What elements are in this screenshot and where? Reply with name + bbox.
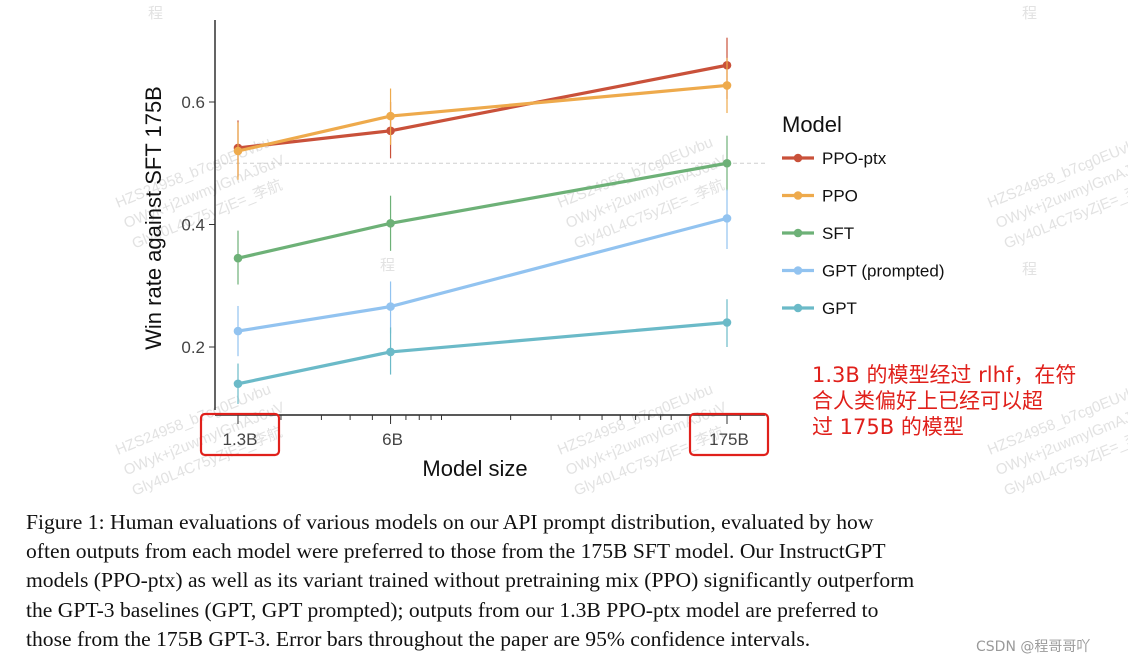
y-tick-label: 0.2 (181, 338, 205, 357)
legend-item: GPT (prompted) (782, 262, 945, 281)
win-rate-chart: HZS24958_b7cg0EUvbuOWyk+j2uwmylGmAJ6uVGl… (113, 5, 1128, 500)
legend-label: SFT (822, 224, 854, 243)
watermark-block: HZS24958_b7cg0EUvbuOWyk+j2uwmylGmAJ6uVGl… (113, 381, 287, 500)
x-ticks: 1.3B 6B 175B (223, 415, 749, 449)
x-tick-label: 1.3B (223, 430, 258, 449)
legend-item: GPT (782, 299, 857, 318)
annotation-line: 合人类偏好上已经可以超 (812, 389, 1043, 413)
watermark-block: HZS24958_b7cg0EUvbuOWyk+j2uwmylGmAJ6uVGl… (985, 134, 1128, 253)
tick-highlight-boxes (199, 412, 770, 457)
y-ticks: 0.2 0.4 0.6 (181, 93, 215, 357)
data-point (722, 318, 732, 327)
watermark-layer: HZS24958_b7cg0EUvbuOWyk+j2uwmylGmAJ6uVGl… (113, 5, 1128, 500)
legend-label: PPO (822, 187, 858, 206)
legend-item: PPO (782, 187, 858, 206)
annotation-line: 过 175B 的模型 (812, 415, 964, 439)
plot-area: 0.2 0.4 0.6 1.3B 6B 175B (181, 20, 770, 457)
x-axis-label: Model size (422, 456, 527, 481)
series-line (237, 216, 728, 333)
y-tick-label: 0.4 (181, 216, 205, 235)
highlight-box-175b (688, 412, 770, 457)
data-point (386, 218, 395, 228)
annotation-line: 1.3B 的模型经过 rlhf，在符 (812, 363, 1077, 387)
series-gpt (233, 299, 732, 404)
annotation-note: 1.3B 的模型经过 rlhf，在符 合人类偏好上已经可以超 过 175B 的模… (812, 362, 1128, 440)
watermark-glyph: 程 (148, 5, 163, 22)
legend-title: Model (782, 112, 842, 137)
data-point (233, 379, 243, 389)
series-sft (233, 135, 732, 285)
legend-swatch-dot (793, 191, 803, 200)
legend-item: PPO-ptx (782, 149, 887, 168)
legend-label: GPT (prompted) (822, 262, 945, 281)
watermark-glyph: 程 (1022, 5, 1037, 22)
data-point (386, 111, 395, 121)
legend-swatch-dot (793, 303, 803, 313)
y-axis-label: Win rate against SFT 175B (141, 86, 166, 350)
csdn-watermark-tag: CSDN @程哥哥吖 (976, 639, 1091, 655)
watermark-block: HZS24958_b7cg0EUvbuOWyk+j2uwmylGmAJ6uVGl… (555, 134, 729, 253)
figure-caption: Figure 1: Human evaluations of various m… (26, 508, 1116, 654)
data-point (386, 347, 395, 357)
series-group (233, 37, 732, 404)
data-point (233, 146, 243, 156)
caption-line: Figure 1: Human evaluations of various m… (26, 510, 874, 534)
caption-line: those from the 175B GPT-3. Error bars th… (26, 626, 811, 651)
data-point (233, 326, 243, 336)
data-point (386, 302, 395, 311)
legend-label: GPT (822, 299, 857, 318)
data-point (722, 81, 732, 90)
series-ppo (233, 57, 732, 180)
legend-swatch-dot (793, 153, 803, 163)
caption-line: the GPT-3 baselines (GPT, GPT prompted);… (26, 597, 879, 622)
watermark-glyph: 程 (380, 257, 395, 274)
data-point (233, 253, 243, 263)
x-tick-label: 6B (382, 430, 403, 449)
legend-label: PPO-ptx (822, 149, 887, 168)
highlight-box-1-3b (199, 412, 281, 457)
data-point (722, 158, 732, 168)
data-point (722, 214, 732, 223)
watermark-glyph: 程 (1022, 261, 1037, 278)
legend-swatch-dot (793, 228, 803, 238)
legend-item: SFT (782, 224, 854, 243)
series-line (237, 320, 728, 386)
caption-line: models (PPO-ptx) as well as its variant … (26, 568, 915, 593)
series-gpt-prompted (233, 189, 732, 357)
y-tick-label: 0.6 (181, 93, 205, 112)
legend-swatch-dot (793, 266, 803, 275)
legend: Model PPO-ptx PPO SFT GPT (prompted) GPT (782, 112, 945, 318)
x-tick-label: 175B (709, 430, 749, 449)
caption-line: often outputs from each model were prefe… (26, 539, 886, 564)
